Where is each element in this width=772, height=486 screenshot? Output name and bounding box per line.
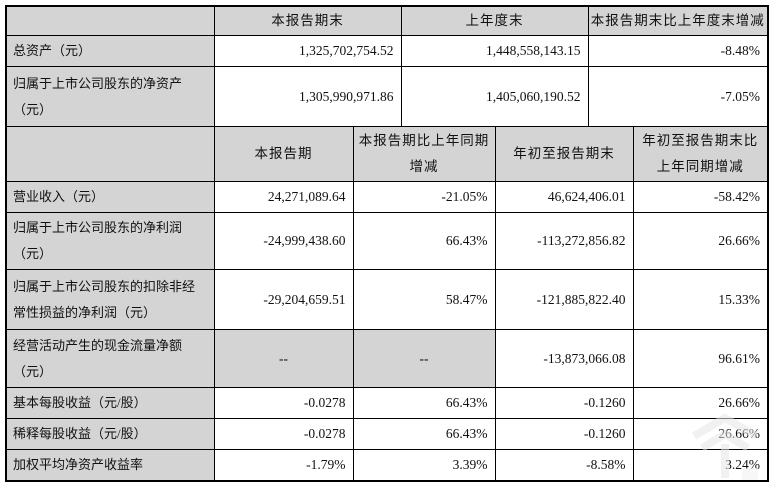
cell-value: 26.66% — [632, 418, 769, 450]
row-label-operating-cash-flow: 经营活动产生的现金流量净额（元） — [5, 329, 215, 388]
income-summary-table: 本报告期 本报告期比上年同期增减 年初至报告期末 年初至报告期末比上年同期增减 … — [5, 126, 769, 482]
cell-value: 3.24% — [632, 449, 769, 482]
cell-value: 15.33% — [632, 269, 769, 330]
cell-value: -7.05% — [587, 66, 769, 127]
cell-value: 1,305,990,971.86 — [213, 66, 402, 127]
cell-value: -21.05% — [352, 181, 496, 213]
row-label-diluted-eps: 稀释每股收益（元/股） — [5, 418, 215, 450]
cell-value: 58.47% — [352, 269, 496, 330]
table-row: 本报告期 本报告期比上年同期增减 年初至报告期末 年初至报告期末比上年同期增减 — [5, 126, 769, 182]
row-label-net-profit: 归属于上市公司股东的净利润（元） — [5, 212, 215, 270]
table-row: 归属于上市公司股东的净利润（元） -24,999,438.60 66.43% -… — [5, 212, 769, 270]
cell-value: -58.42% — [632, 181, 769, 213]
cell-value: -121,885,822.40 — [494, 269, 634, 330]
cell-value: -113,272,856.82 — [494, 212, 634, 270]
cell-value: 46,624,406.01 — [494, 181, 634, 213]
cell-value-na: -- — [213, 329, 354, 388]
cell-value: -29,204,659.51 — [213, 269, 354, 330]
row-label-basic-eps: 基本每股收益（元/股） — [5, 387, 215, 419]
cell-value: 1,325,702,754.52 — [213, 35, 402, 67]
corner-cell — [5, 126, 215, 182]
cell-value: -24,999,438.60 — [213, 212, 354, 270]
cell-value: 1,448,558,143.15 — [400, 35, 589, 67]
cell-value: 3.39% — [352, 449, 496, 482]
column-header-change-vs-prior-year-end: 本报告期末比上年度末增减 — [587, 5, 769, 36]
cell-value: -0.0278 — [213, 387, 354, 419]
financial-summary-tables: 本报告期末 上年度末 本报告期末比上年度末增减 总资产（元） 1,325,702… — [5, 5, 769, 482]
table-row: 基本每股收益（元/股） -0.0278 66.43% -0.1260 26.66… — [5, 387, 769, 419]
column-header-ytd-change: 年初至报告期末比上年同期增减 — [632, 126, 769, 182]
cell-value: 1,405,060,190.52 — [400, 66, 589, 127]
row-label-operating-revenue: 营业收入（元） — [5, 181, 215, 213]
cell-value: 24,271,089.64 — [213, 181, 354, 213]
table-row: 归属于上市公司股东的扣除非经常性损益的净利润（元） -29,204,659.51… — [5, 269, 769, 330]
row-label-weighted-roe: 加权平均净资产收益率 — [5, 449, 215, 482]
row-label-net-profit-excl-nonrecurring: 归属于上市公司股东的扣除非经常性损益的净利润（元） — [5, 269, 215, 330]
cell-value: -8.58% — [494, 449, 634, 482]
column-header-year-to-date: 年初至报告期末 — [494, 126, 634, 182]
cell-value: -0.1260 — [494, 418, 634, 450]
cell-value: 26.66% — [632, 212, 769, 270]
table-row: 经营活动产生的现金流量净额（元） -- -- -13,873,066.08 96… — [5, 329, 769, 388]
row-label-total-assets: 总资产（元） — [5, 35, 215, 67]
column-header-current-period: 本报告期 — [213, 126, 354, 182]
cell-value: 66.43% — [352, 418, 496, 450]
column-header-prior-year-end: 上年度末 — [400, 5, 589, 36]
table-row: 营业收入（元） 24,271,089.64 -21.05% 46,624,406… — [5, 181, 769, 213]
corner-cell — [5, 5, 215, 36]
balance-summary-table: 本报告期末 上年度末 本报告期末比上年度末增减 总资产（元） 1,325,702… — [5, 5, 769, 127]
table-row: 归属于上市公司股东的净资产（元） 1,305,990,971.86 1,405,… — [5, 66, 769, 127]
row-label-net-assets: 归属于上市公司股东的净资产（元） — [5, 66, 215, 127]
cell-value-na: -- — [352, 329, 496, 388]
column-header-change-vs-same-period: 本报告期比上年同期增减 — [352, 126, 496, 182]
cell-value: 26.66% — [632, 387, 769, 419]
cell-value: 66.43% — [352, 212, 496, 270]
table-row: 稀释每股收益（元/股） -0.0278 66.43% -0.1260 26.66… — [5, 418, 769, 450]
table-row: 加权平均净资产收益率 -1.79% 3.39% -8.58% 3.24% — [5, 449, 769, 482]
table-row: 总资产（元） 1,325,702,754.52 1,448,558,143.15… — [5, 35, 769, 67]
cell-value: -0.1260 — [494, 387, 634, 419]
cell-value: -8.48% — [587, 35, 769, 67]
cell-value: 66.43% — [352, 387, 496, 419]
table-row: 本报告期末 上年度末 本报告期末比上年度末增减 — [5, 5, 769, 36]
cell-value: -0.0278 — [213, 418, 354, 450]
cell-value: -1.79% — [213, 449, 354, 482]
cell-value: 96.61% — [632, 329, 769, 388]
column-header-current-period-end: 本报告期末 — [213, 5, 402, 36]
cell-value: -13,873,066.08 — [494, 329, 634, 388]
